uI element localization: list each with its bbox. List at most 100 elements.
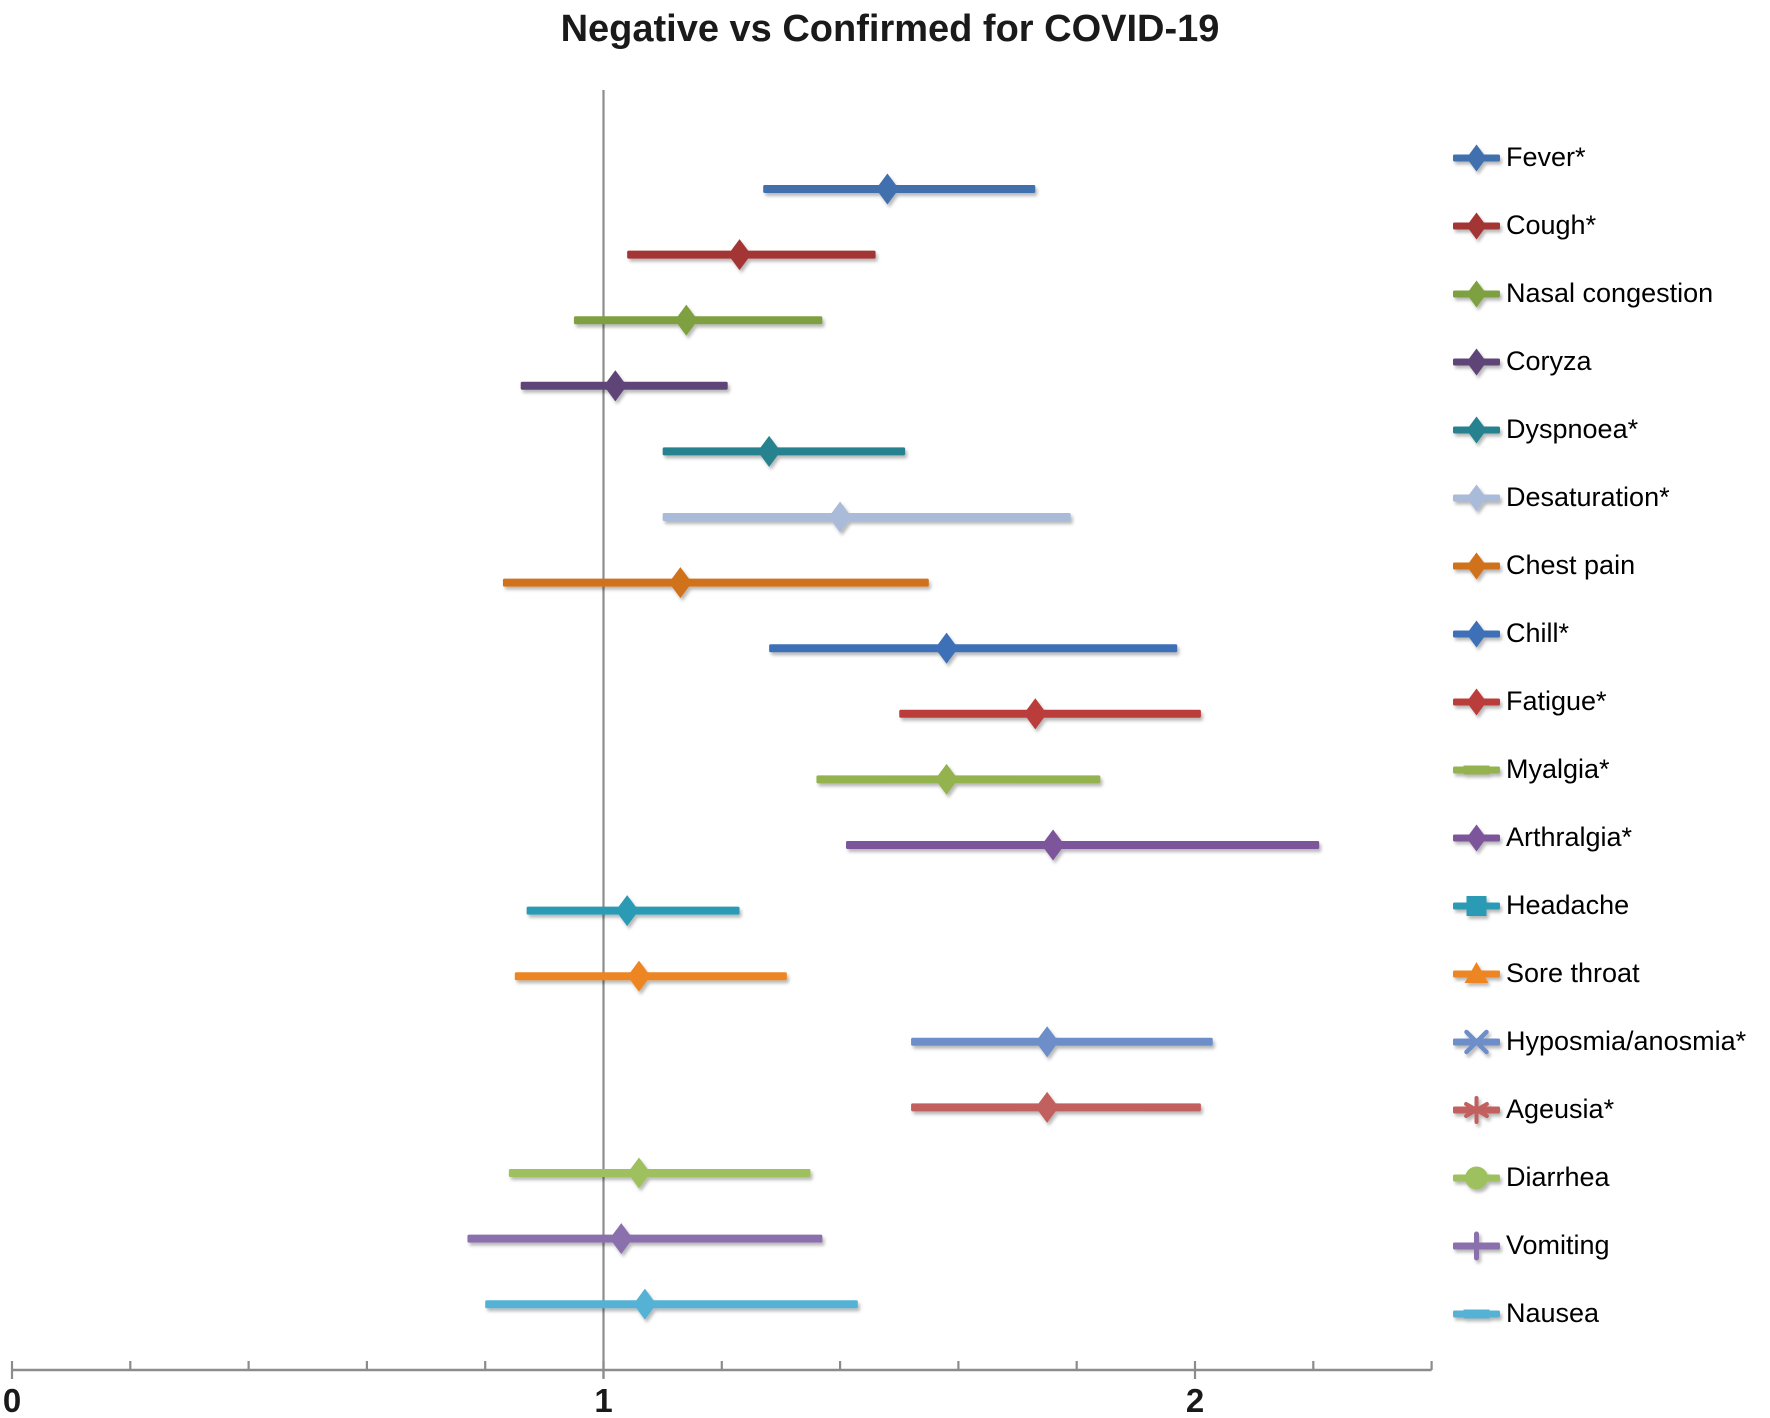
legend-key-nausea: [1453, 1309, 1500, 1319]
legend-key-ageusia: [1453, 1096, 1500, 1124]
legend-label-arthralgia: Arthralgia*: [1506, 822, 1633, 852]
legend-label-vomiting: Vomiting: [1506, 1230, 1610, 1260]
series-row-hyposmia-anosmia: [911, 1026, 1213, 1058]
chart-title: Negative vs Confirmed for COVID-19: [560, 8, 1220, 50]
legend-key-sore-throat: [1453, 962, 1500, 983]
legend-label-fever: Fever*: [1506, 142, 1586, 172]
series-row-sore-throat: [514, 960, 787, 992]
legend-marker-dash-icon: [1463, 1309, 1490, 1319]
ci-line-arthralgia: [846, 841, 1320, 849]
legend-label-chill: Chill*: [1506, 618, 1570, 648]
legend-key-arthralgia: [1453, 824, 1500, 852]
ci-line-hyposmia-anosmia: [911, 1037, 1213, 1046]
legend: Fever* Cough* Nasal congestion Coryza Dyspno…: [1453, 142, 1747, 1328]
legend-key-chill: [1453, 620, 1500, 648]
ci-line-myalgia: [816, 775, 1101, 784]
series-row-cough: [627, 239, 876, 271]
legend-marker-diamond-icon: [1466, 552, 1487, 580]
series-row-headache: [526, 895, 740, 927]
legend-key-myalgia: [1453, 765, 1500, 775]
legend-key-hyposmia-anosmia: [1453, 1029, 1500, 1055]
ci-line-fever: [763, 185, 1036, 193]
ci-line-fatigue: [899, 709, 1201, 718]
series-row-fatigue: [899, 698, 1201, 730]
legend-item-cough: Cough*: [1453, 210, 1597, 240]
point-marker-chill: [935, 632, 959, 664]
series-row-dyspnoea: [662, 435, 906, 467]
legend-marker-plus-icon: [1462, 1231, 1491, 1261]
point-marker-hyposmia-anosmia: [1035, 1026, 1059, 1058]
legend-label-cough: Cough*: [1506, 210, 1597, 240]
legend-key-fatigue: [1453, 688, 1500, 716]
legend-item-diarrhea: Diarrhea: [1453, 1162, 1611, 1192]
point-marker-nausea: [633, 1288, 657, 1320]
legend-marker-square-icon: [1466, 896, 1487, 916]
legend-item-vomiting: Vomiting: [1453, 1230, 1610, 1261]
legend-label-diarrhea: Diarrhea: [1506, 1162, 1611, 1192]
legend-item-chest-pain: Chest pain: [1453, 550, 1635, 580]
point-marker-chest-pain: [668, 567, 692, 599]
point-marker-desaturation: [828, 501, 852, 533]
legend-key-dyspnoea: [1453, 416, 1500, 444]
legend-label-ageusia: Ageusia*: [1506, 1094, 1615, 1124]
ci-line-vomiting: [467, 1234, 823, 1243]
legend-key-desaturation: [1453, 484, 1500, 512]
point-marker-sore-throat: [627, 960, 651, 992]
legend-label-fatigue: Fatigue*: [1506, 686, 1607, 716]
legend-marker-asterisk-icon: [1464, 1096, 1489, 1124]
legend-key-nasal-congestion: [1453, 280, 1500, 308]
legend-item-nasal-congestion: Nasal congestion: [1453, 278, 1713, 308]
series-row-coryza: [520, 370, 728, 402]
point-marker-coryza: [603, 370, 627, 402]
series-row-myalgia: [816, 763, 1101, 795]
ci-line-dyspnoea: [662, 447, 906, 456]
legend-label-coryza: Coryza: [1506, 346, 1593, 376]
point-marker-cough: [728, 239, 752, 271]
series-row-arthralgia: [846, 829, 1320, 861]
point-marker-myalgia: [935, 763, 959, 795]
ci-line-diarrhea: [508, 1169, 811, 1177]
legend-item-chill: Chill*: [1453, 618, 1570, 648]
legend-marker-diamond-icon: [1466, 212, 1487, 240]
legend-item-dyspnoea: Dyspnoea*: [1453, 414, 1639, 444]
ci-line-desaturation: [662, 513, 1071, 521]
legend-item-fatigue: Fatigue*: [1453, 686, 1607, 716]
legend-item-nausea: Nausea: [1453, 1298, 1600, 1328]
legend-label-headache: Headache: [1506, 890, 1629, 920]
legend-marker-diamond-icon: [1466, 484, 1487, 512]
legend-item-sore-throat: Sore throat: [1453, 958, 1640, 988]
legend-key-cough: [1453, 212, 1500, 240]
legend-label-desaturation: Desaturation*: [1506, 482, 1670, 512]
legend-marker-dash-icon: [1463, 765, 1490, 775]
legend-label-nausea: Nausea: [1506, 1298, 1600, 1328]
series-row-ageusia: [911, 1091, 1201, 1123]
series-row-chest-pain: [502, 567, 929, 599]
legend-key-vomiting: [1453, 1231, 1500, 1261]
legend-key-chest-pain: [1453, 552, 1500, 580]
legend-item-headache: Headache: [1453, 890, 1629, 920]
point-marker-headache: [615, 895, 639, 927]
point-marker-diarrhea: [627, 1157, 651, 1189]
point-marker-nasal-congestion: [674, 304, 698, 336]
legend-item-myalgia: Myalgia*: [1453, 754, 1610, 784]
series-row-diarrhea: [508, 1157, 811, 1189]
legend-key-diarrhea: [1453, 1166, 1500, 1190]
legend-item-arthralgia: Arthralgia*: [1453, 822, 1633, 852]
series-row-nausea: [485, 1288, 858, 1320]
ci-line-sore-throat: [514, 972, 787, 981]
legend-label-chest-pain: Chest pain: [1506, 550, 1635, 580]
legend-item-hyposmia-anosmia: Hyposmia/anosmia*: [1453, 1026, 1747, 1056]
point-marker-vomiting: [609, 1223, 633, 1255]
point-marker-dyspnoea: [757, 435, 781, 467]
legend-marker-triangle-icon: [1464, 962, 1489, 983]
point-marker-arthralgia: [1041, 829, 1065, 861]
legend-marker-diamond-icon: [1466, 688, 1487, 716]
ci-line-nasal-congestion: [573, 316, 823, 325]
x-axis-tick-label-0: 0: [3, 1382, 21, 1418]
point-marker-ageusia: [1035, 1091, 1059, 1123]
legend-marker-x-icon: [1464, 1029, 1489, 1055]
legend-key-headache: [1453, 896, 1500, 916]
legend-label-sore-throat: Sore throat: [1506, 958, 1640, 988]
